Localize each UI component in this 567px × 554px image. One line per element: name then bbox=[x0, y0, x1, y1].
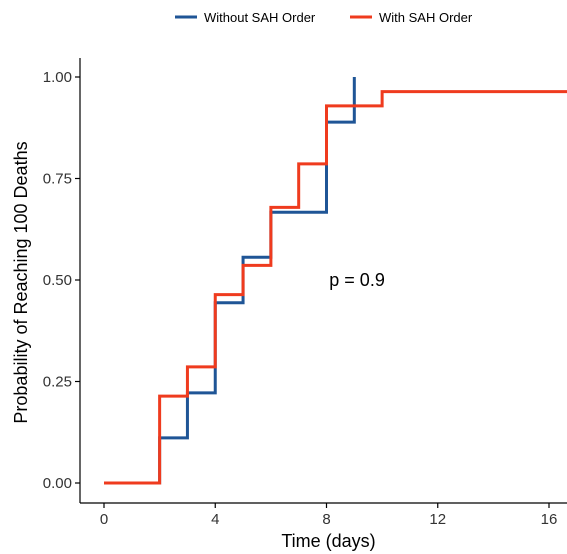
y-tick-label: 0.75 bbox=[43, 171, 72, 188]
x-tick-label: 8 bbox=[322, 511, 330, 528]
series-line-2 bbox=[104, 90, 567, 485]
legend-label: Without SAH Order bbox=[204, 10, 316, 25]
legend: Without SAH Order With SAH Order bbox=[175, 10, 473, 25]
legend-label: With SAH Order bbox=[379, 10, 473, 25]
y-tick-label: 1.00 bbox=[43, 69, 72, 86]
y-tick-label: 0.25 bbox=[43, 374, 72, 391]
series-line-1 bbox=[104, 77, 356, 485]
p-value-annotation: p = 0.9 bbox=[329, 270, 385, 290]
y-tick-label: 0.50 bbox=[43, 272, 72, 289]
y-axis-title: Probability of Reaching 100 Deaths bbox=[11, 141, 31, 423]
x-axis-title: Time (days) bbox=[281, 531, 375, 551]
y-tick-label: 0.00 bbox=[43, 475, 72, 492]
series-layer bbox=[104, 77, 567, 485]
y-ticks: 0.00 0.25 0.50 0.75 1.00 bbox=[43, 69, 80, 492]
axes bbox=[79, 58, 567, 504]
x-tick-label: 16 bbox=[541, 511, 558, 528]
x-tick-label: 0 bbox=[100, 511, 108, 528]
x-ticks: 0 4 8 12 16 bbox=[100, 503, 558, 528]
x-tick-label: 12 bbox=[429, 511, 446, 528]
x-tick-label: 4 bbox=[211, 511, 219, 528]
